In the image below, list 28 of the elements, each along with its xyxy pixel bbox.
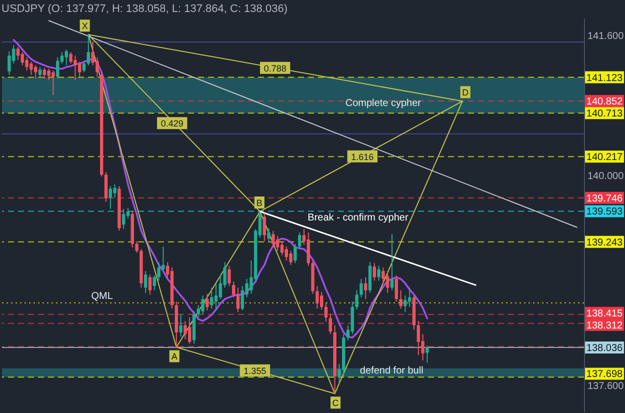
series-label: 0.429 xyxy=(160,118,184,129)
ref-line-label: 137.698 xyxy=(586,369,624,380)
ref-line-label: 138.415 xyxy=(586,308,624,320)
ref-line-label: 140.852 xyxy=(586,96,624,108)
y-tick-label: 140.000 xyxy=(588,171,624,182)
annotation: QML xyxy=(91,290,114,302)
band-label: Complete cypher xyxy=(345,98,422,110)
ref-line-label: 139.243 xyxy=(586,237,624,248)
data-label: A xyxy=(171,352,178,362)
data-label: B xyxy=(256,198,262,208)
ref-line-label: 138.312 xyxy=(586,320,624,332)
y-tick-label: 137.600 xyxy=(588,381,624,392)
series-label: 0.788 xyxy=(264,63,286,74)
ref-line-label: 140.217 xyxy=(586,152,624,164)
ref-line-label: 139.746 xyxy=(586,193,624,204)
data-label: D xyxy=(462,88,470,98)
data-label: C xyxy=(332,398,340,408)
chart-title: USDJPY (O: 137.977, H: 138.058, L: 137.864, C: 138.036) xyxy=(2,3,288,15)
series-label: 1.616 xyxy=(351,152,374,162)
ref-line-label: 139.593 xyxy=(586,206,624,218)
ref-line-label: 140.713 xyxy=(586,108,624,120)
series-label: 1.355 xyxy=(244,366,266,376)
data-label: X xyxy=(82,21,88,32)
band-label: defend for bull xyxy=(360,366,424,377)
ref-line-label: 138.036 xyxy=(586,343,624,354)
series-label: Break - confirm cypher xyxy=(308,212,409,224)
ref-line-label: 141.123 xyxy=(586,72,624,84)
y-tick-label: 141.600 xyxy=(588,31,624,42)
